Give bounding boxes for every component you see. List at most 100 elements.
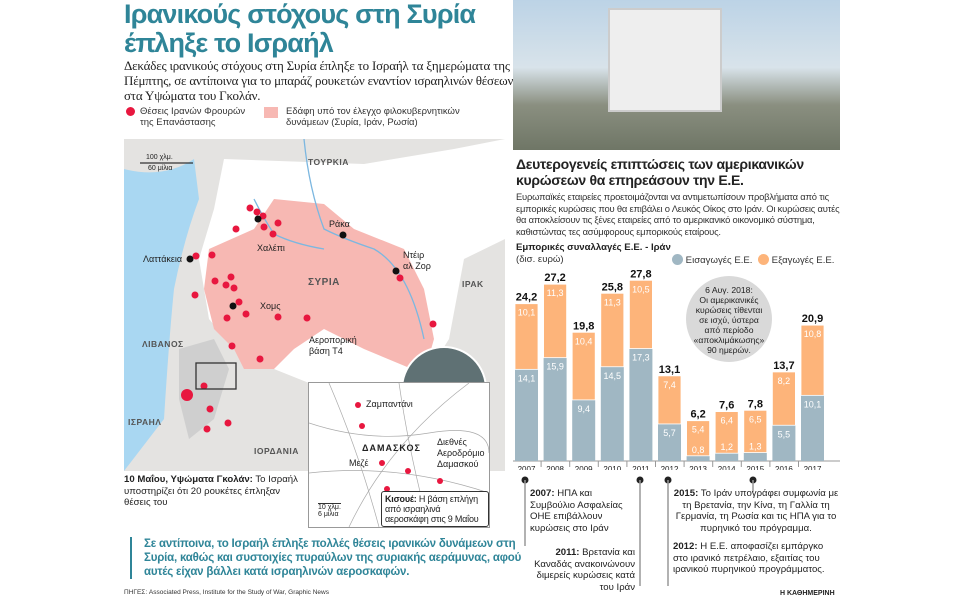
bar-exports: [686, 420, 711, 457]
chart-unit: (δισ. ευρώ): [516, 254, 564, 265]
label-turkey: ΤΟΥΡΚΙΑ: [308, 157, 349, 167]
bar-exports: [571, 331, 596, 401]
right-title: Δευτερογενείς επιπτώσεις των αμερικανικώ…: [516, 156, 804, 188]
label-homs: Χομς: [260, 301, 281, 311]
bar-exports: [629, 279, 653, 349]
label-exports: 11,3: [604, 297, 621, 307]
bar-exports: [514, 303, 539, 370]
x-tick-label: 2017: [804, 465, 822, 470]
label-imports: 17,3: [632, 353, 650, 363]
label-imports: 0,8: [692, 445, 705, 455]
syria-map: 100 χλμ. 60 μίλια ΤΟΥΡΚΙΑ ΣΥΡΙΑ ΙΡΑΚ ΛΙΒ…: [124, 139, 505, 528]
label-total: 6,2: [690, 409, 705, 421]
dot-swatch-icon: [126, 107, 135, 116]
right-text: Ευρωπαϊκές εταιρείες προετοιμάζονται να …: [516, 191, 840, 237]
label-deir2: αλ Ζορ: [403, 261, 431, 271]
legend-imports-label: Εισαγωγές Ε.Ε.: [685, 255, 753, 266]
x-tick-label: 2008: [546, 465, 564, 470]
label-iraq: ΙΡΑΚ: [462, 279, 484, 289]
label-total: 20,9: [802, 313, 823, 325]
label-deir1: Ντέιρ: [403, 250, 425, 260]
bar-exports: [743, 409, 768, 453]
headline: Ιρανικούς στόχους στη Συρία έπληξε το Ισ…: [124, 0, 476, 58]
timeline-2015: 2015: Το Ιράν υπογράφει συμφωνία με τη Β…: [670, 488, 842, 534]
golan-text: Το Ισραήλ υποστηρίζει ότι 20 ρουκέτες έπ…: [124, 474, 298, 508]
label-exports: 11,3: [547, 288, 564, 298]
x-tick-label: 2011: [632, 465, 650, 470]
inset-scale-mi: 6 μίλια: [318, 511, 339, 518]
bubble-line: σε ισχύ, ύστερα: [699, 315, 759, 325]
bubble-line: 6 Αυγ. 2018:: [705, 285, 753, 295]
sanctions-bubble: 6 Αυγ. 2018: Οι αμερικανικές κυρώσεις τίθε…: [686, 276, 772, 362]
bubble-line: Οι αμερικανικές: [699, 295, 759, 305]
label-imports: 5,7: [663, 428, 676, 438]
legend-exports-label: Εξαγωγές Ε.Ε.: [771, 255, 835, 266]
tl-text: Βρετανία και Καναδάς ανακοινώνουν διμερε…: [534, 547, 635, 593]
bar-imports: [543, 357, 567, 461]
bar-exports: [657, 375, 682, 425]
bar-imports: [715, 453, 739, 461]
bar-imports: [600, 366, 624, 461]
bubble-line: «αποκλιμάκωσης»: [693, 335, 765, 345]
legend-imports: Εισαγωγές Ε.Ε.: [672, 254, 752, 266]
bar-imports: [629, 348, 653, 461]
area-swatch-icon: [264, 107, 278, 118]
label-total: 27,2: [544, 272, 565, 284]
bar-exports: [771, 371, 796, 426]
x-tick-label: 2015: [746, 465, 764, 470]
label-mezze: Μεζέ: [349, 458, 369, 468]
x-tick-label: 2010: [603, 465, 621, 470]
label-damascus: ΔΑΜΑΣΚΟΣ: [362, 443, 421, 453]
tl-year: 2011:: [555, 547, 580, 558]
bar-exports: [543, 283, 568, 359]
label-imports: 14,5: [604, 371, 622, 381]
legend-dots-label: Θέσεις Ιρανών Φρουρών της Επανάστασης: [140, 106, 246, 128]
tl-year: 2012:: [673, 541, 698, 552]
legend-area-label: Εδάφη υπό τον έλεγχο φιλοκυβερνητικών δυ…: [286, 106, 460, 128]
label-exports: 6,4: [720, 416, 733, 426]
bubble-line: 90 ημερών.: [707, 345, 751, 355]
label-total: 27,8: [630, 268, 651, 280]
portrait-banner: [608, 8, 722, 112]
tl-year: 2007:: [530, 488, 555, 499]
label-imports: 1,2: [720, 442, 733, 452]
label-total: 13,7: [773, 360, 794, 372]
golan-bold: 10 Μαΐου, Υψώματα Γκολάν:: [124, 474, 253, 485]
pro-government-area: [204, 199, 434, 374]
label-t4-1: Αεροπορική: [309, 335, 357, 345]
timeline-connectors: [521, 476, 757, 586]
label-imports: 1,3: [749, 442, 762, 452]
kiswe-bold: Κισουέ:: [385, 494, 417, 504]
timeline-2011: 2011: Βρετανία και Καναδάς ανακοινώνουν …: [522, 547, 635, 593]
khomeini-banner-photo: [513, 0, 840, 150]
label-imports: 5,5: [778, 429, 791, 439]
imports-swatch-icon: [672, 254, 683, 265]
lead-text: Δεκάδες ιρανικούς στόχους στη Συρία έπλη…: [124, 58, 514, 103]
legend-exports: Εξαγωγές Ε.Ε.: [758, 254, 834, 266]
x-tick-label: 2007: [518, 465, 536, 470]
bar-exports: [600, 292, 625, 368]
bar-imports: [743, 452, 767, 461]
label-exports: 6,5: [749, 414, 762, 424]
label-lebanon: ΛΙΒΑΝΟΣ: [142, 339, 184, 349]
x-tick-label: 2013: [689, 465, 707, 470]
scale-km: 100 χλμ.: [146, 154, 173, 161]
kiswe-text: Η βάση επλήγη από ισραηλινά αεροσκάφη στ…: [385, 494, 479, 524]
label-jordan: ΙΟΡΔΑΝΙΑ: [254, 446, 299, 456]
sea: [124, 159, 199, 471]
city-markers: [186, 215, 400, 310]
label-exports: 5,4: [692, 425, 705, 435]
label-exports: 10,8: [804, 329, 822, 339]
tl-text: Το Ιράν υπογράφει συμφωνία με τη Βρετανί…: [675, 488, 839, 534]
bar-exports: [800, 324, 825, 396]
label-exports: 10,5: [632, 284, 650, 294]
timeline-2012: 2012: Η Ε.Ε. αποφασίζει εμπάργκο στο ιρα…: [673, 541, 833, 576]
x-tick-label: 2009: [575, 465, 593, 470]
label-israel: ΙΣΡΑΗΛ: [128, 417, 162, 427]
headline-line2: έπληξε το Ισραήλ: [124, 28, 334, 58]
label-zabadani: Ζαμπαντάνι: [366, 399, 413, 409]
label-imports: 9,4: [577, 404, 590, 414]
x-tick-label: 2014: [718, 465, 736, 470]
inset-scale-km: 10 χλμ.: [318, 504, 341, 511]
scale-mi: 60 μίλια: [148, 165, 173, 172]
